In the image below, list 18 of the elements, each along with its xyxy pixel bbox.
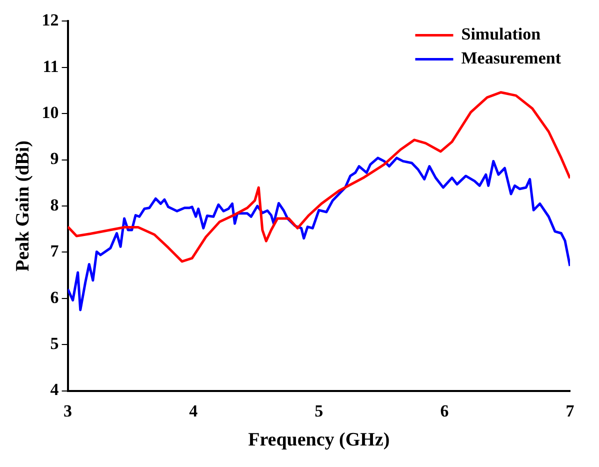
x-axis-title: Frequency (GHz)	[248, 430, 390, 451]
y-tick-label: 11	[42, 56, 59, 76]
y-tick-label: 8	[50, 195, 59, 214]
x-tick-label: 6	[440, 401, 449, 420]
y-tick-label: 10	[42, 102, 59, 122]
x-tick-label: 4	[189, 401, 198, 420]
y-tick-label: 5	[50, 334, 59, 353]
y-tick-label: 12	[42, 10, 59, 30]
y-tick-label: 6	[50, 288, 59, 307]
y-tick-label: 4	[50, 380, 60, 400]
y-axis-title: Peak Gain (dBi)	[12, 140, 34, 272]
legend-label: Simulation	[461, 24, 542, 44]
y-tick-label: 9	[50, 149, 59, 168]
x-tick-label: 5	[314, 401, 324, 420]
x-tick-label: 3	[64, 401, 72, 420]
y-tick-label: 7	[50, 242, 60, 261]
legend-label: Measurement	[461, 48, 562, 68]
x-tick-label: 7	[566, 401, 575, 420]
